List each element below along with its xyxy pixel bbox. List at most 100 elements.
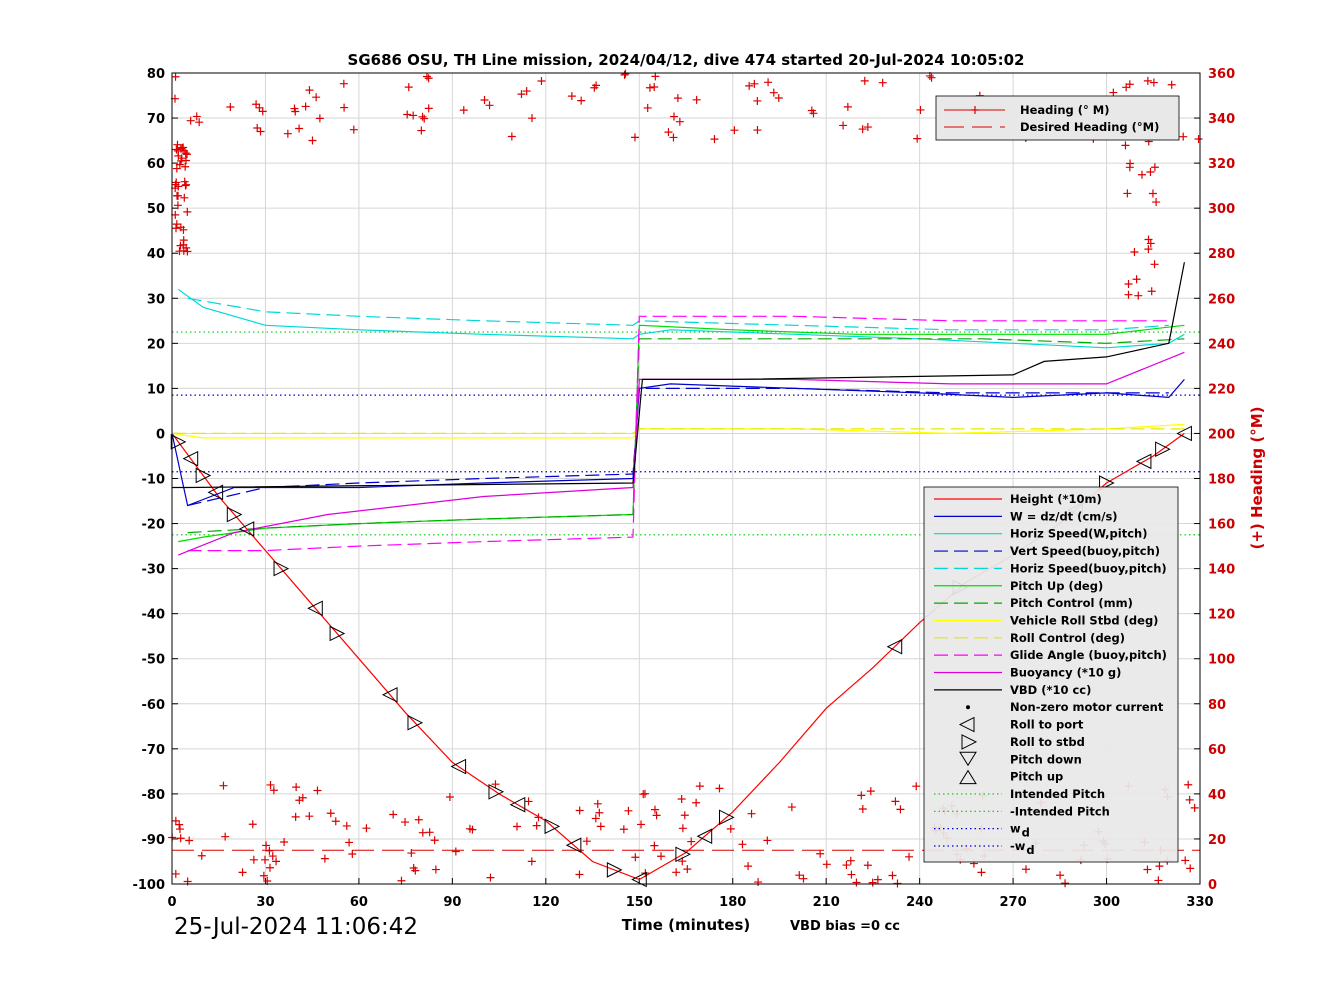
main-legend-label: Pitch Up (deg): [1010, 579, 1103, 593]
heading-mark: [183, 207, 192, 216]
heading-mark: [255, 103, 264, 112]
heading-mark: [1144, 245, 1153, 254]
heading-mark: [1122, 83, 1131, 92]
heading-legend: Heading (° M) Desired Heading (°M): [935, 95, 1180, 141]
heading-mark: [683, 865, 692, 874]
heading-mark: [295, 124, 304, 133]
heading-mark: [409, 111, 418, 120]
heading-mark: [308, 136, 317, 145]
heading-mark: [595, 808, 604, 817]
heading-mark: [295, 796, 304, 805]
heading-mark: [592, 81, 601, 90]
heading-mark: [896, 805, 905, 814]
heading-mark: [265, 863, 274, 872]
heading-mark: [485, 101, 494, 110]
x-tick-label: 180: [719, 895, 746, 910]
heading-mark: [186, 116, 195, 125]
heading-mark: [418, 112, 427, 121]
y-tick-label: -30: [142, 563, 166, 578]
heading-mark: [171, 210, 180, 219]
heading-mark: [673, 94, 682, 103]
heading-mark: [181, 162, 190, 171]
heading-mark: [315, 114, 324, 123]
heading-mark: [180, 177, 189, 186]
heading-mark: [182, 243, 191, 252]
heading-mark: [695, 782, 704, 791]
heading-mark: [747, 809, 756, 818]
heading-mark: [650, 841, 659, 850]
heading-mark: [491, 780, 500, 789]
heading-mark: [171, 72, 180, 81]
roll-marker: [696, 828, 713, 845]
roll-marker: [381, 686, 398, 703]
series-line: [187, 297, 1169, 331]
heading-mark: [291, 812, 300, 821]
y-tick-label: 70: [147, 112, 165, 127]
heading-mark: [195, 118, 204, 127]
heading-mark: [912, 782, 921, 791]
y2-tick-label: 40: [1208, 788, 1226, 803]
heading-mark: [807, 106, 816, 115]
heading-mark: [799, 874, 808, 883]
roll-marker: [170, 434, 187, 450]
heading-mark: [669, 133, 678, 142]
heading-mark: [692, 798, 701, 807]
roll-marker: [488, 783, 505, 800]
x-tick-label: 330: [1186, 895, 1213, 910]
roll-marker: [273, 560, 290, 577]
y2-tick-label: 140: [1208, 563, 1235, 578]
y-tick-label: -80: [142, 788, 166, 803]
plot-frame: [171, 72, 1201, 885]
heading-mark: [389, 810, 398, 819]
heading-mark: [259, 871, 268, 880]
heading-mark: [175, 820, 184, 829]
series-line: [172, 262, 1185, 489]
x-tick-label: 30: [256, 895, 274, 910]
x-tick-label: 300: [1093, 895, 1120, 910]
y-tick-label: -40: [142, 608, 166, 623]
x-axis-label: Time (minutes): [622, 916, 751, 934]
x-tick-label: 150: [626, 895, 653, 910]
heading-mark: [331, 817, 340, 826]
heading-mark: [260, 855, 269, 864]
heading-mark: [858, 804, 867, 813]
heading-mark: [750, 79, 759, 88]
heading-mark: [1155, 862, 1164, 871]
y2-tick-label: 100: [1208, 653, 1235, 668]
heading-mark: [795, 871, 804, 880]
heading-mark: [1190, 803, 1199, 812]
heading-mark: [348, 850, 357, 859]
heading-mark: [517, 90, 526, 99]
roll-marker: [1099, 475, 1115, 491]
main-legend-label: Buoyancy (*10 g): [1010, 666, 1121, 680]
heading-mark: [687, 837, 696, 846]
heading-mark: [888, 871, 897, 880]
heading-mark: [1021, 865, 1030, 874]
y2-axis-label: (+) Heading (°M): [1248, 406, 1266, 549]
heading-mark: [1109, 88, 1118, 97]
heading-mark: [340, 103, 349, 112]
heading-legend-marker: [971, 106, 979, 114]
heading-mark: [754, 878, 763, 887]
heading-mark: [280, 837, 289, 846]
heading-mark: [171, 816, 180, 825]
heading-mark: [1194, 135, 1203, 144]
heading-mark: [1061, 879, 1070, 888]
roll-marker: [182, 450, 199, 467]
x-tick-label: 0: [167, 895, 176, 910]
heading-mark: [313, 786, 322, 795]
heading-mark: [640, 789, 649, 798]
x-tick-label: 270: [1000, 895, 1027, 910]
roll-marker: [509, 796, 526, 813]
heading-mark: [1154, 876, 1163, 885]
heading-mark: [249, 855, 258, 864]
heading-mark: [465, 824, 474, 833]
roll-marker: [450, 758, 467, 775]
heading-mark: [857, 791, 866, 800]
heading-mark: [726, 824, 735, 833]
heading-mark: [1152, 198, 1161, 207]
heading-mark: [305, 86, 314, 95]
roll-marker: [195, 467, 212, 484]
heading-mark: [176, 834, 185, 843]
heading-mark: [822, 860, 831, 869]
